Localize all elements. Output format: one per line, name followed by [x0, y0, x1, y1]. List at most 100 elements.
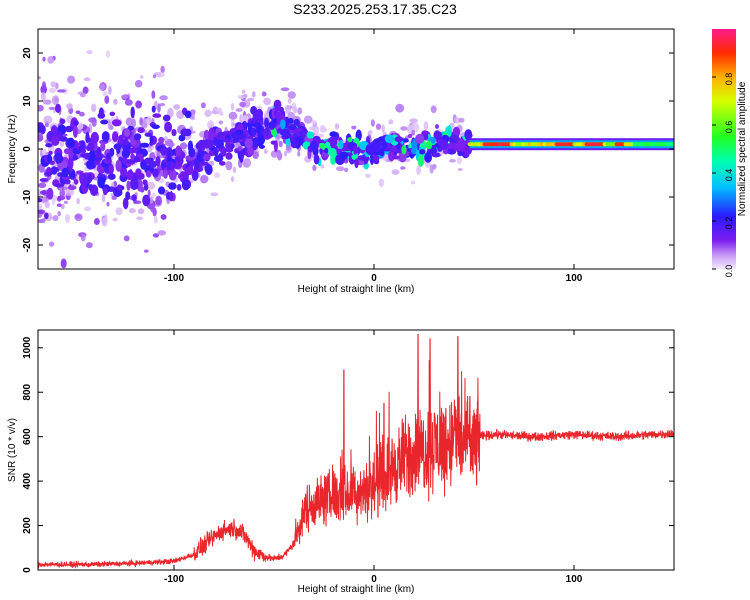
spectrogram-cell	[432, 163, 437, 170]
spectrogram-cell	[354, 158, 359, 169]
spectrogram-cell	[250, 127, 257, 136]
spectrogram-cell	[225, 142, 231, 149]
spectrogram-cell	[464, 129, 473, 141]
spectrogram-cell	[168, 182, 177, 190]
spectrogram-cell	[100, 119, 109, 125]
spectrogram-cell	[48, 150, 53, 156]
spectrogram-cell	[85, 137, 92, 143]
spectrogram-cell	[133, 133, 142, 141]
spectrogram-cell	[221, 137, 230, 143]
spectrogram-cell	[424, 152, 432, 163]
spectrogram-cell	[294, 127, 303, 133]
spectrogram-cell	[369, 153, 375, 166]
spectrogram-cell	[157, 230, 166, 236]
spectrogram-cell	[91, 103, 97, 113]
spectrogram-cell	[137, 208, 145, 215]
spectrogram-cell	[152, 74, 156, 79]
snr-y-tick-label: 200	[22, 517, 33, 534]
spectrogram-x-ticks: -100 0 100	[164, 29, 583, 284]
spectrogram-cell	[235, 108, 243, 112]
spectrogram-cell	[94, 157, 103, 161]
snr-x-tick-label: -100	[164, 574, 184, 585]
snr-background	[38, 330, 674, 570]
spectrogram-cell	[452, 126, 461, 138]
spectrogram-cell	[381, 124, 385, 133]
spectrogram-cell	[105, 152, 112, 160]
spectrogram-cell	[420, 142, 427, 148]
spectrogram-cell	[410, 180, 416, 185]
spectrogram-cell	[244, 138, 253, 149]
spectrogram-cell	[72, 126, 78, 138]
snr-x-tick-label: 100	[566, 574, 583, 585]
spectrogram-cell	[103, 158, 112, 164]
spectrogram-cell	[241, 89, 246, 94]
snr-y-tick-label: 0	[22, 567, 33, 573]
spectrogram-cell	[79, 140, 86, 152]
spectrogram-cell	[392, 155, 400, 160]
spectrogram-cell	[225, 152, 233, 160]
spectrogram-cell	[57, 172, 63, 177]
spectrogram-y-tick-label: 0	[22, 146, 33, 152]
spectrogram-cell	[213, 155, 224, 163]
spectrogram-cell	[312, 164, 317, 171]
spectrogram-cell	[263, 133, 273, 139]
spectrogram-cell	[64, 189, 74, 194]
colorbar-label: Normalized spectral amplitude	[737, 81, 748, 216]
spectrogram-cell	[152, 168, 159, 178]
colorbar-tick-label: 0.0	[724, 265, 734, 278]
spectrogram-cell	[389, 146, 399, 153]
spectrogram-x-tick-label: 0	[371, 273, 377, 284]
spectrogram-cell	[144, 132, 152, 137]
spectrogram-cell	[40, 190, 47, 195]
spectrogram-cell	[157, 103, 161, 113]
spectrogram-cell	[457, 156, 462, 165]
spectrogram-cell	[447, 148, 457, 155]
spectrogram-cell	[109, 147, 115, 157]
spectrogram-cell	[47, 56, 55, 64]
spectrogram-cell	[122, 197, 129, 210]
spectrogram-cell	[157, 186, 166, 195]
spectrogram-cell	[394, 136, 404, 143]
spectrogram-cell	[160, 146, 168, 156]
spectrogram-cell	[110, 182, 115, 187]
spectrogram-cell	[347, 137, 353, 143]
spectrogram-cell	[370, 119, 375, 127]
colorbar-tick-label: 0.6	[724, 121, 734, 134]
spectrogram-cell	[112, 217, 118, 222]
spectrogram-x-tick-label: 100	[566, 273, 583, 284]
spectrogram-cell	[191, 169, 199, 181]
spectrogram-cell	[351, 125, 357, 130]
spectrogram-cell	[338, 139, 344, 150]
spectrogram-cell	[203, 153, 211, 161]
spectrogram-cell	[174, 156, 180, 162]
spectrogram-cell	[213, 148, 219, 157]
spectrogram-cell	[67, 185, 77, 190]
spectrogram-cell	[173, 104, 181, 110]
spectrogram-cell	[303, 115, 313, 124]
spectrogram-cell	[108, 85, 112, 95]
spectrogram-cell	[264, 117, 269, 128]
spectrogram-cell	[284, 104, 292, 115]
spectrogram-cell	[205, 164, 213, 176]
spectrogram-cell	[449, 122, 454, 127]
spectrogram-cell	[151, 192, 156, 199]
spectrogram-cell	[52, 215, 59, 222]
spectrogram-cell	[142, 179, 148, 186]
spectrogram-cell	[106, 201, 110, 207]
spectrogram-y-tick-label: -20	[22, 237, 33, 252]
spectrogram-cell	[73, 179, 79, 185]
spectrogram-cell	[344, 167, 349, 173]
spectrogram-y-tick-label: 20	[22, 47, 33, 59]
spectrogram-cell	[425, 140, 433, 150]
spectrogram-cell	[42, 56, 46, 62]
spectrogram-cell	[50, 81, 57, 88]
spectrogram-cell	[435, 124, 439, 129]
spectrogram-cell	[309, 140, 318, 152]
spectrogram-cell	[129, 178, 139, 190]
spectrogram-cell	[297, 107, 303, 115]
spectrogram-cell	[86, 50, 93, 55]
spectrogram-cell	[180, 128, 189, 137]
spectrogram-cell	[96, 146, 102, 158]
snr-x-ticks: -100 0 100	[164, 330, 583, 585]
